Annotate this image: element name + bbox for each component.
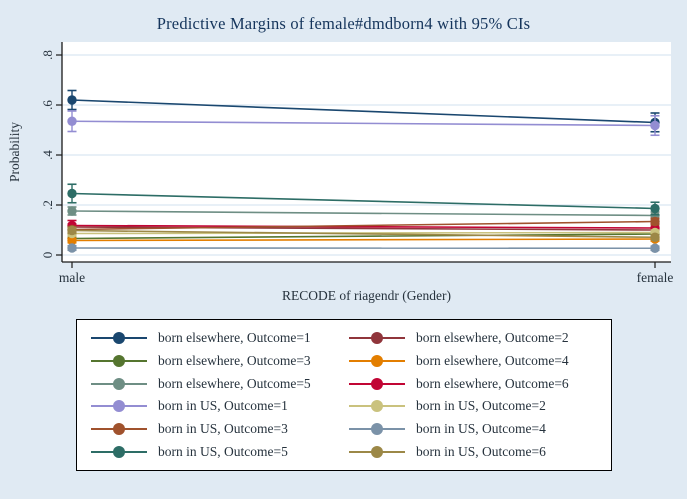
x-tick-label: female — [637, 270, 674, 285]
legend-key — [349, 377, 405, 390]
y-tick-label: 0 — [40, 252, 55, 259]
legend-label: born elsewhere, Outcome=5 — [158, 375, 311, 391]
y-tick-label: .4 — [40, 150, 55, 160]
legend-label: born elsewhere, Outcome=6 — [416, 375, 569, 391]
x-axis-title: RECODE of riagendr (Gender) — [281, 288, 452, 303]
series-line — [71, 120, 656, 127]
legend-key — [349, 400, 405, 413]
legend-item: born in US, Outcome=6 — [349, 441, 607, 463]
legend-label: born in US, Outcome=5 — [158, 444, 288, 460]
legend-key — [349, 446, 405, 459]
legend-label: born in US, Outcome=3 — [158, 421, 288, 437]
legend-label: born elsewhere, Outcome=1 — [158, 329, 311, 345]
y-tick-label: .2 — [40, 200, 55, 210]
legend-key-dot — [113, 354, 125, 367]
series-line — [71, 224, 656, 229]
legend-key — [91, 354, 147, 367]
legend-key-dot — [113, 400, 125, 413]
legend-key — [349, 423, 405, 436]
data-point — [67, 95, 77, 105]
series-line — [71, 229, 656, 239]
legend-key-dot — [371, 423, 383, 436]
legend-key-dot — [113, 331, 125, 344]
x-tick-label: male — [59, 270, 85, 285]
legend-label: born in US, Outcome=1 — [158, 398, 288, 414]
legend-item: born elsewhere, Outcome=1 — [91, 327, 349, 349]
chart-title: Predictive Margins of female#dmdborn4 wi… — [156, 14, 531, 33]
data-point — [67, 116, 77, 126]
legend-key — [91, 331, 147, 344]
legend-key-dot — [371, 354, 383, 367]
legend-key-dot — [113, 423, 125, 436]
legend-label: born in US, Outcome=2 — [416, 398, 546, 414]
data-point — [650, 120, 660, 131]
data-point — [650, 216, 660, 227]
data-point — [67, 206, 77, 216]
data-point — [650, 243, 660, 253]
legend-label: born elsewhere, Outcome=2 — [416, 329, 569, 345]
legend-item: born in US, Outcome=2 — [349, 395, 607, 417]
data-point — [67, 243, 77, 253]
legend-key — [349, 354, 405, 367]
series-line — [71, 210, 656, 217]
legend-key-dot — [371, 446, 383, 459]
legend-item: born elsewhere, Outcome=3 — [91, 350, 349, 372]
series-line — [71, 238, 656, 242]
legend-key-dot — [371, 377, 383, 390]
legend-key-dot — [371, 400, 383, 413]
legend-item: born in US, Outcome=3 — [91, 418, 349, 440]
legend-item: born elsewhere, Outcome=5 — [91, 373, 349, 395]
data-point — [650, 232, 660, 242]
legend-key — [91, 423, 147, 436]
series-line — [71, 99, 656, 124]
legend-label: born in US, Outcome=4 — [416, 421, 546, 437]
legend-item: born elsewhere, Outcome=4 — [349, 350, 607, 372]
y-tick-label: .8 — [40, 50, 55, 60]
y-tick-label: .6 — [40, 100, 55, 110]
series-line — [71, 192, 656, 210]
data-point — [67, 188, 77, 199]
series-line — [71, 233, 656, 240]
legend: born elsewhere, Outcome=1 born elsewhere,… — [76, 319, 612, 471]
legend-label: born in US, Outcome=6 — [416, 444, 546, 460]
series-line — [71, 220, 656, 231]
plot-area: 0 .2 .4 .6 .8 male female — [40, 42, 674, 285]
legend-key-dot — [113, 446, 125, 459]
data-point — [67, 225, 77, 236]
legend-item: born elsewhere, Outcome=6 — [349, 373, 607, 395]
legend-key — [91, 400, 147, 413]
series-line — [71, 231, 656, 235]
data-point — [650, 203, 660, 214]
legend-item: born in US, Outcome=4 — [349, 418, 607, 440]
legend-label: born elsewhere, Outcome=3 — [158, 352, 311, 368]
legend-item: born in US, Outcome=5 — [91, 441, 349, 463]
legend-key — [91, 446, 147, 459]
legend-item: born in US, Outcome=1 — [91, 395, 349, 417]
legend-key — [349, 331, 405, 344]
legend-item: born elsewhere, Outcome=2 — [349, 327, 607, 349]
legend-key-dot — [371, 331, 383, 344]
legend-key — [91, 377, 147, 390]
legend-label: born elsewhere, Outcome=4 — [416, 352, 569, 368]
data-point — [67, 235, 77, 246]
legend-key-dot — [113, 377, 125, 390]
